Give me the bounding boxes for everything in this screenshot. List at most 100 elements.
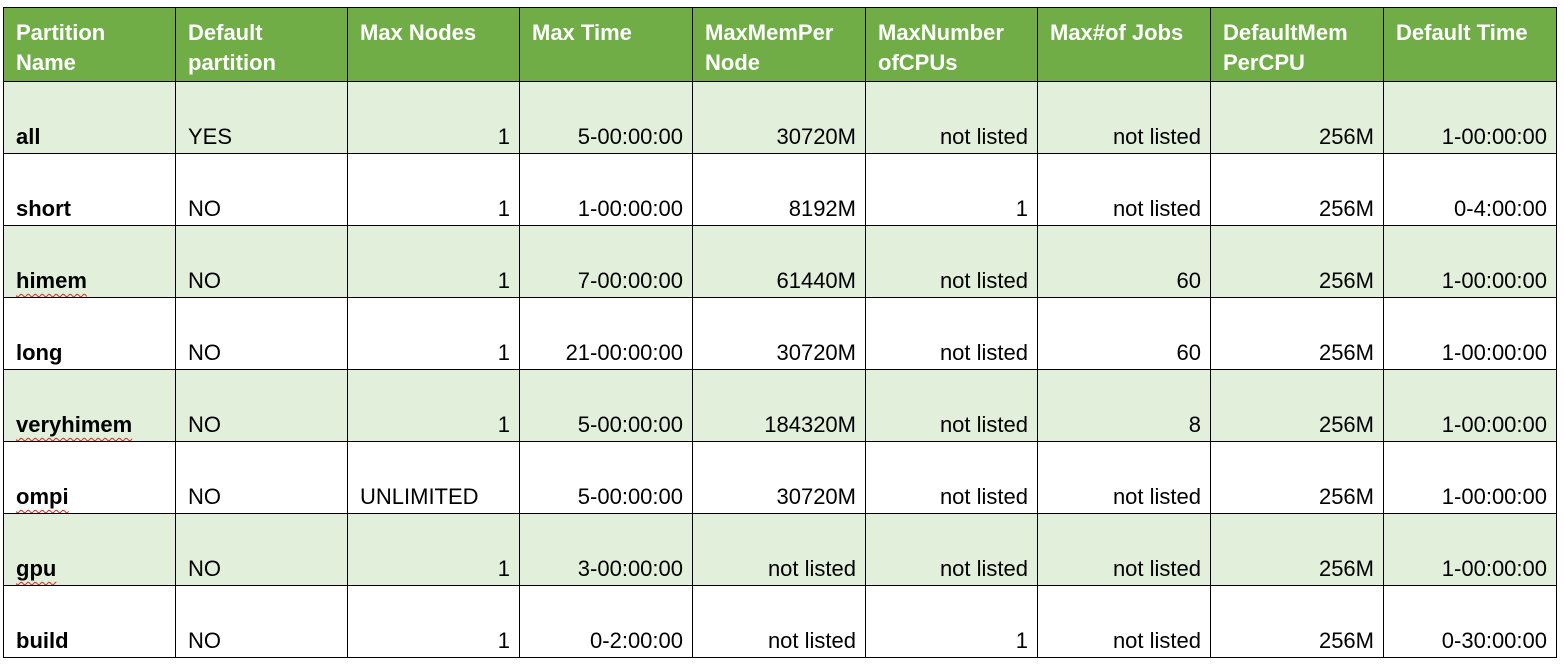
partition-name-text: long <box>16 340 63 365</box>
cell-default-partition: NO <box>175 585 348 658</box>
cell-max-nodes: 1 <box>347 369 520 442</box>
cell-default-partition: NO <box>175 513 348 586</box>
cell-default-partition: NO <box>175 225 348 298</box>
cell-max-number-of-cpus: not listed <box>865 513 1038 586</box>
cell-max-number-of-cpus: 1 <box>865 153 1038 226</box>
cell-partition-name: all <box>3 81 176 154</box>
cell-max-mem-per-node: not listed <box>692 585 866 658</box>
cell-default-time: 1-00:00:00 <box>1383 225 1557 298</box>
cell-max-jobs: not listed <box>1037 441 1211 514</box>
table-row: gpu NO 1 3-00:00:00 not listed not liste… <box>3 513 1557 586</box>
cell-default-partition: NO <box>175 369 348 442</box>
cell-max-time: 3-00:00:00 <box>519 513 693 586</box>
cell-max-mem-per-node: 30720M <box>692 81 866 154</box>
cell-max-nodes: 1 <box>347 81 520 154</box>
header-default-time: Default Time <box>1383 7 1557 82</box>
cell-max-nodes: 1 <box>347 225 520 298</box>
cell-partition-name: gpu <box>3 513 176 586</box>
cell-default-time: 1-00:00:00 <box>1383 513 1557 586</box>
cell-max-nodes: 1 <box>347 153 520 226</box>
partition-name-text: himem <box>16 268 87 293</box>
cell-default-mem-per-cpu: 256M <box>1210 369 1384 442</box>
cell-max-number-of-cpus: not listed <box>865 369 1038 442</box>
partition-name-text: all <box>16 124 41 149</box>
header-max-jobs: Max#of Jobs <box>1037 7 1211 82</box>
cell-default-mem-per-cpu: 256M <box>1210 513 1384 586</box>
cell-max-mem-per-node: 30720M <box>692 297 866 370</box>
cell-partition-name: himem <box>3 225 176 298</box>
cell-max-jobs: not listed <box>1037 585 1211 658</box>
cell-max-number-of-cpus: not listed <box>865 81 1038 154</box>
table-row: long NO 1 21-00:00:00 30720M not listed … <box>3 297 1557 370</box>
cell-max-time: 5-00:00:00 <box>519 81 693 154</box>
cell-max-number-of-cpus: not listed <box>865 441 1038 514</box>
partition-table: Partition Name Default partition Max Nod… <box>3 7 1557 658</box>
cell-default-mem-per-cpu: 256M <box>1210 81 1384 154</box>
cell-default-time: 0-30:00:00 <box>1383 585 1557 658</box>
header-row: Partition Name Default partition Max Nod… <box>3 7 1557 82</box>
cell-default-time: 1-00:00:00 <box>1383 81 1557 154</box>
cell-partition-name: ompi <box>3 441 176 514</box>
table-row: veryhimem NO 1 5-00:00:00 184320M not li… <box>3 369 1557 442</box>
header-max-time: Max Time <box>519 7 693 82</box>
cell-default-mem-per-cpu: 256M <box>1210 297 1384 370</box>
cell-max-jobs: 60 <box>1037 225 1211 298</box>
cell-max-nodes: 1 <box>347 297 520 370</box>
partition-name-text: short <box>16 196 71 221</box>
cell-default-mem-per-cpu: 256M <box>1210 441 1384 514</box>
cell-max-mem-per-node: 8192M <box>692 153 866 226</box>
partition-name-text: veryhimem <box>16 412 133 437</box>
cell-max-jobs: not listed <box>1037 513 1211 586</box>
cell-default-mem-per-cpu: 256M <box>1210 153 1384 226</box>
cell-default-partition: NO <box>175 297 348 370</box>
header-max-nodes: Max Nodes <box>347 7 520 82</box>
cell-max-mem-per-node: 184320M <box>692 369 866 442</box>
cell-partition-name: short <box>3 153 176 226</box>
cell-max-jobs: 60 <box>1037 297 1211 370</box>
cell-max-nodes: UNLIMITED <box>347 441 520 514</box>
cell-max-number-of-cpus: 1 <box>865 585 1038 658</box>
header-partition-name: Partition Name <box>3 7 176 82</box>
cell-default-partition: NO <box>175 153 348 226</box>
cell-max-jobs: 8 <box>1037 369 1211 442</box>
cell-max-mem-per-node: not listed <box>692 513 866 586</box>
cell-partition-name: long <box>3 297 176 370</box>
table-row: short NO 1 1-00:00:00 8192M 1 not listed… <box>3 153 1557 226</box>
cell-partition-name: veryhimem <box>3 369 176 442</box>
partition-name-text: ompi <box>16 484 69 509</box>
cell-max-time: 5-00:00:00 <box>519 369 693 442</box>
cell-max-number-of-cpus: not listed <box>865 297 1038 370</box>
partition-table-container: Partition Name Default partition Max Nod… <box>3 7 1557 658</box>
header-max-number-of-cpus: MaxNumber ofCPUs <box>865 7 1038 82</box>
table-row: ompi NO UNLIMITED 5-00:00:00 30720M not … <box>3 441 1557 514</box>
header-default-mem-per-cpu: DefaultMem PerCPU <box>1210 7 1384 82</box>
cell-default-mem-per-cpu: 256M <box>1210 225 1384 298</box>
cell-max-time: 21-00:00:00 <box>519 297 693 370</box>
cell-default-time: 1-00:00:00 <box>1383 297 1557 370</box>
cell-max-time: 0-2:00:00 <box>519 585 693 658</box>
cell-max-jobs: not listed <box>1037 153 1211 226</box>
cell-max-nodes: 1 <box>347 585 520 658</box>
partition-name-text: build <box>16 628 69 653</box>
cell-partition-name: build <box>3 585 176 658</box>
header-default-partition: Default partition <box>175 7 348 82</box>
cell-default-mem-per-cpu: 256M <box>1210 585 1384 658</box>
cell-max-time: 7-00:00:00 <box>519 225 693 298</box>
cell-max-number-of-cpus: not listed <box>865 225 1038 298</box>
cell-default-partition: NO <box>175 441 348 514</box>
cell-max-mem-per-node: 61440M <box>692 225 866 298</box>
cell-max-time: 5-00:00:00 <box>519 441 693 514</box>
table-row: himem NO 1 7-00:00:00 61440M not listed … <box>3 225 1557 298</box>
cell-max-mem-per-node: 30720M <box>692 441 866 514</box>
cell-default-time: 0-4:00:00 <box>1383 153 1557 226</box>
table-row: all YES 1 5-00:00:00 30720M not listed n… <box>3 81 1557 154</box>
cell-default-time: 1-00:00:00 <box>1383 369 1557 442</box>
cell-max-time: 1-00:00:00 <box>519 153 693 226</box>
cell-default-time: 1-00:00:00 <box>1383 441 1557 514</box>
cell-max-jobs: not listed <box>1037 81 1211 154</box>
partition-name-text: gpu <box>16 556 57 581</box>
cell-max-nodes: 1 <box>347 513 520 586</box>
header-max-mem-per-node: MaxMemPer Node <box>692 7 866 82</box>
cell-default-partition: YES <box>175 81 348 154</box>
table-row: build NO 1 0-2:00:00 not listed 1 not li… <box>3 585 1557 658</box>
